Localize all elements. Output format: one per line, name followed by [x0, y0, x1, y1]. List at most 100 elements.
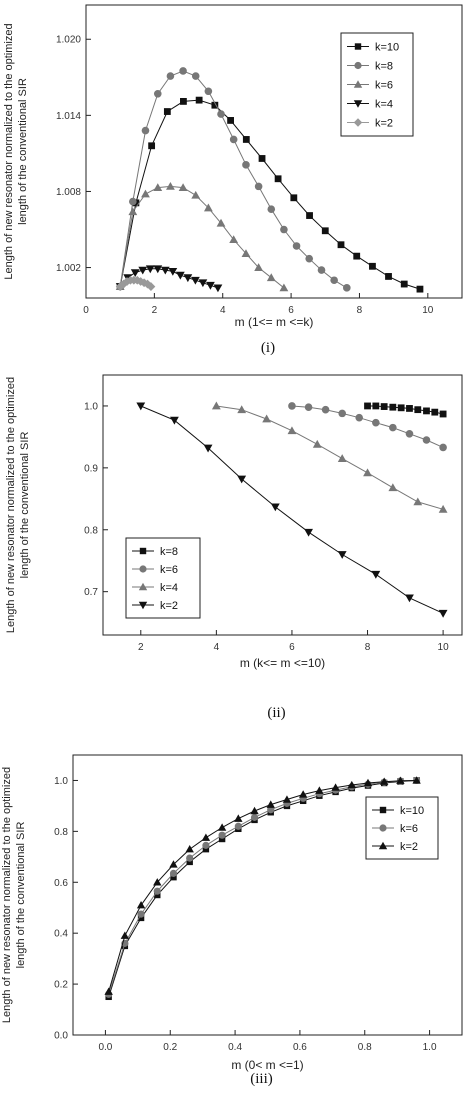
x-axis-label: m (1<= m <=k) — [235, 315, 314, 329]
series-k-8 — [116, 67, 351, 292]
data-point — [163, 108, 171, 115]
x-tick-label: 0.2 — [163, 1042, 177, 1053]
data-point — [405, 430, 414, 438]
data-point — [439, 443, 447, 452]
data-point — [397, 404, 405, 412]
data-point — [338, 409, 347, 418]
data-point — [266, 800, 275, 808]
legend-marker — [139, 565, 147, 573]
data-point — [132, 275, 142, 285]
legend-marker — [139, 547, 147, 555]
legend-marker — [354, 61, 362, 70]
x-tick-label: 8 — [365, 642, 371, 653]
data-point — [321, 227, 329, 235]
legend-label: k=4 — [375, 99, 393, 111]
panel-caption: (ii) — [267, 705, 285, 721]
series-k-8 — [364, 402, 447, 418]
series-k-6 — [115, 181, 289, 292]
data-point — [254, 263, 264, 271]
data-point — [213, 284, 223, 293]
data-point — [122, 277, 132, 286]
data-point — [343, 284, 351, 292]
y-axis-label-line2: length of the conventional SIR — [15, 822, 27, 969]
data-point — [372, 418, 380, 427]
data-point — [202, 845, 210, 853]
y-tick-label: 0.0 — [54, 1031, 68, 1042]
data-point — [280, 225, 288, 234]
data-point — [203, 444, 213, 453]
x-tick-label: 1.0 — [423, 1042, 437, 1053]
data-point — [227, 117, 234, 124]
data-point — [385, 273, 392, 280]
data-point — [179, 67, 187, 75]
y-tick-label: 0.2 — [54, 980, 68, 991]
data-point — [304, 528, 313, 537]
data-point — [154, 891, 161, 899]
data-point — [185, 844, 194, 853]
data-point — [406, 405, 413, 412]
legend-marker — [379, 824, 387, 832]
data-point — [250, 813, 259, 821]
legend-label: k=8 — [375, 61, 393, 73]
data-point — [145, 265, 155, 274]
data-point — [141, 189, 150, 198]
data-point — [279, 283, 289, 292]
data-point — [266, 273, 276, 282]
data-point — [250, 806, 259, 815]
data-point — [229, 235, 239, 244]
y-axis-label-line2: length of the conventional SIR — [17, 78, 29, 225]
data-point — [364, 402, 371, 410]
legend-label: k=6 — [400, 823, 418, 835]
plot-frame — [72, 754, 463, 1036]
data-point — [353, 252, 361, 260]
x-tick-label: 0.6 — [293, 1042, 307, 1053]
y-axis-label-line1: Length of new resonator normalized to th… — [5, 377, 17, 633]
data-point — [369, 262, 376, 270]
x-tick-label: 0.4 — [228, 1042, 242, 1053]
x-tick-label: 0.8 — [358, 1042, 372, 1053]
data-point — [153, 878, 162, 886]
panel-caption: (iii) — [250, 1071, 273, 1087]
data-point — [262, 414, 272, 423]
legend: k=8 k=6 k=4 k=2 — [125, 537, 201, 619]
legend-marker — [353, 80, 363, 88]
series-line — [216, 405, 444, 510]
data-point — [166, 181, 175, 190]
y-tick-label: 0.7 — [84, 587, 98, 598]
y-axis-label-line1: Length of new resonator normalized to th… — [1, 767, 13, 1023]
data-point — [422, 436, 431, 444]
data-point — [128, 207, 138, 216]
data-point — [191, 72, 200, 80]
data-point — [287, 426, 297, 435]
data-point — [389, 403, 397, 411]
data-point — [129, 197, 137, 206]
data-point — [330, 276, 338, 285]
data-point — [337, 241, 345, 249]
data-point — [203, 203, 213, 212]
data-point — [315, 786, 324, 794]
data-point — [143, 279, 152, 289]
data-point — [186, 858, 193, 866]
data-point — [389, 423, 397, 432]
data-point — [405, 594, 414, 603]
legend-label: k=2 — [400, 841, 418, 853]
data-point — [242, 136, 250, 143]
y-tick-label: 1.014 — [56, 111, 81, 122]
legend-label: k=4 — [160, 582, 178, 594]
y-tick-label: 1.008 — [56, 187, 81, 198]
data-point — [180, 97, 187, 105]
panel-caption: (i) — [261, 340, 275, 356]
y-tick-label: 0.4 — [54, 929, 68, 940]
x-tick-label: 10 — [438, 642, 450, 653]
data-point — [136, 402, 146, 411]
legend-label: k=2 — [375, 118, 393, 130]
data-point — [355, 413, 364, 422]
data-point — [234, 822, 242, 830]
data-point — [416, 285, 424, 293]
data-point — [186, 854, 194, 862]
y-axis-label-line2: length of the conventional SIR — [19, 432, 31, 579]
data-point — [217, 823, 227, 831]
y-tick-label: 0.8 — [54, 827, 68, 838]
data-point — [267, 205, 276, 214]
data-point — [218, 831, 226, 839]
